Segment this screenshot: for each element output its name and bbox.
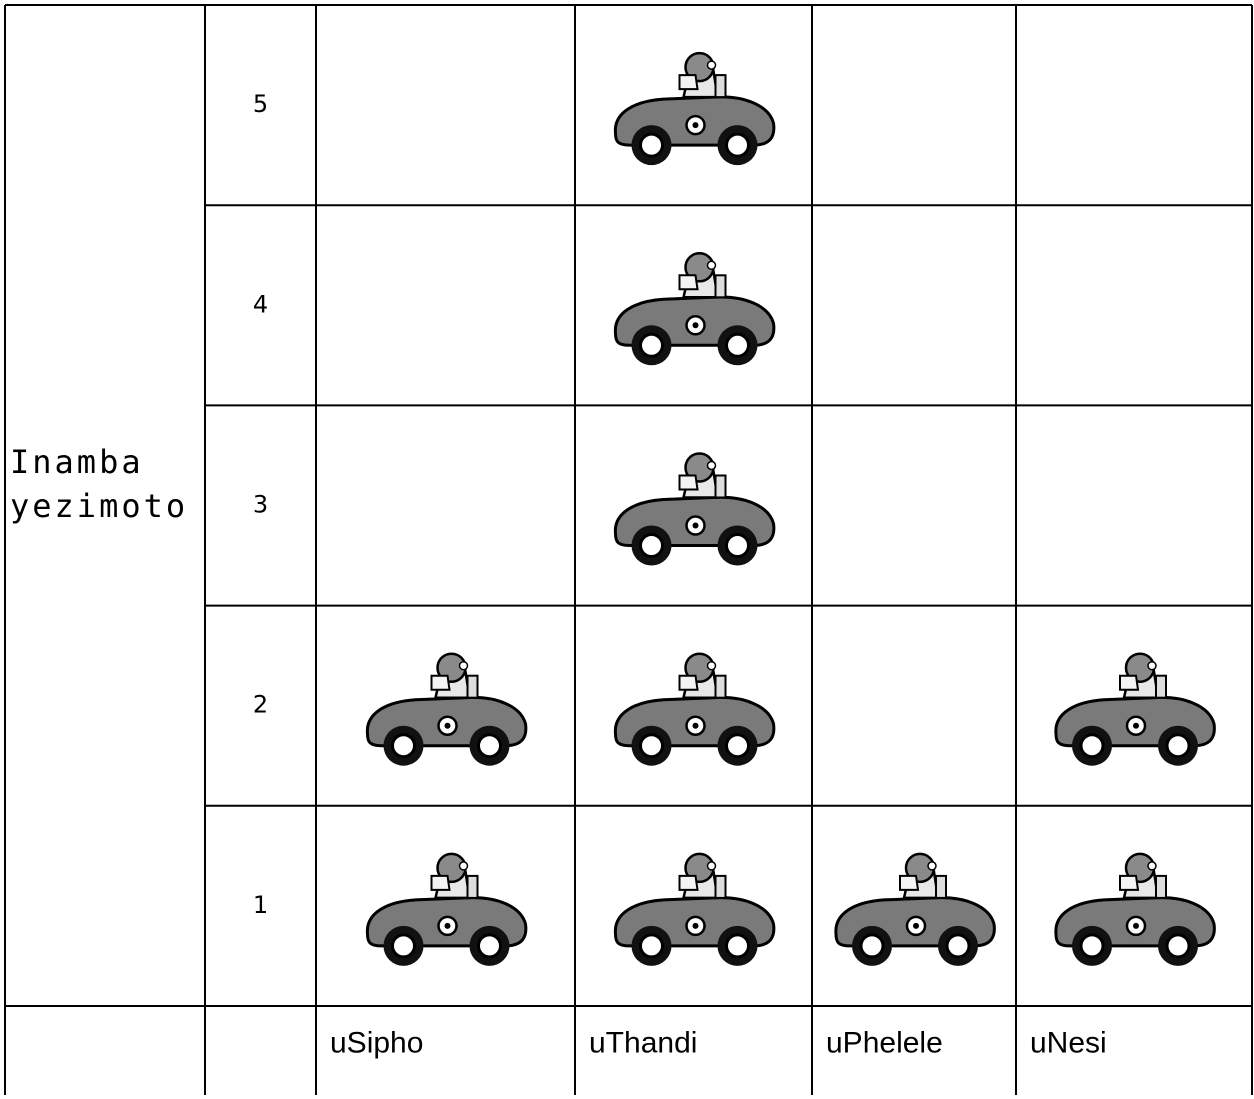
car-stack [1054,652,1216,968]
car-stack [834,852,996,968]
car-icon [365,852,528,968]
car-stack [365,652,528,968]
y-axis-label-box: Inamba yezimoto [10,443,189,525]
car-icon [613,452,776,567]
x-tick-label: uSipho [330,1026,423,1059]
y-tick-label: 3 [253,491,268,519]
car-icon [613,852,776,968]
car-icon [1054,652,1216,768]
y-tick-label: 4 [253,290,268,318]
car-icon [613,251,776,367]
x-tick-label: uPhelele [826,1026,943,1059]
car-icon [613,652,776,768]
car-icon [613,51,776,167]
car-icon [1054,852,1216,968]
car-icon [834,852,996,968]
y-tick-label: 2 [253,691,268,719]
car-stack [613,51,776,968]
x-tick-label: uThandi [589,1026,697,1059]
y-tick-label: 5 [253,90,268,118]
y-axis-label: Inamba yezimoto [10,443,189,525]
car-icon [365,652,528,768]
x-tick-label: uNesi [1030,1026,1107,1059]
y-tick-label: 1 [253,891,268,919]
